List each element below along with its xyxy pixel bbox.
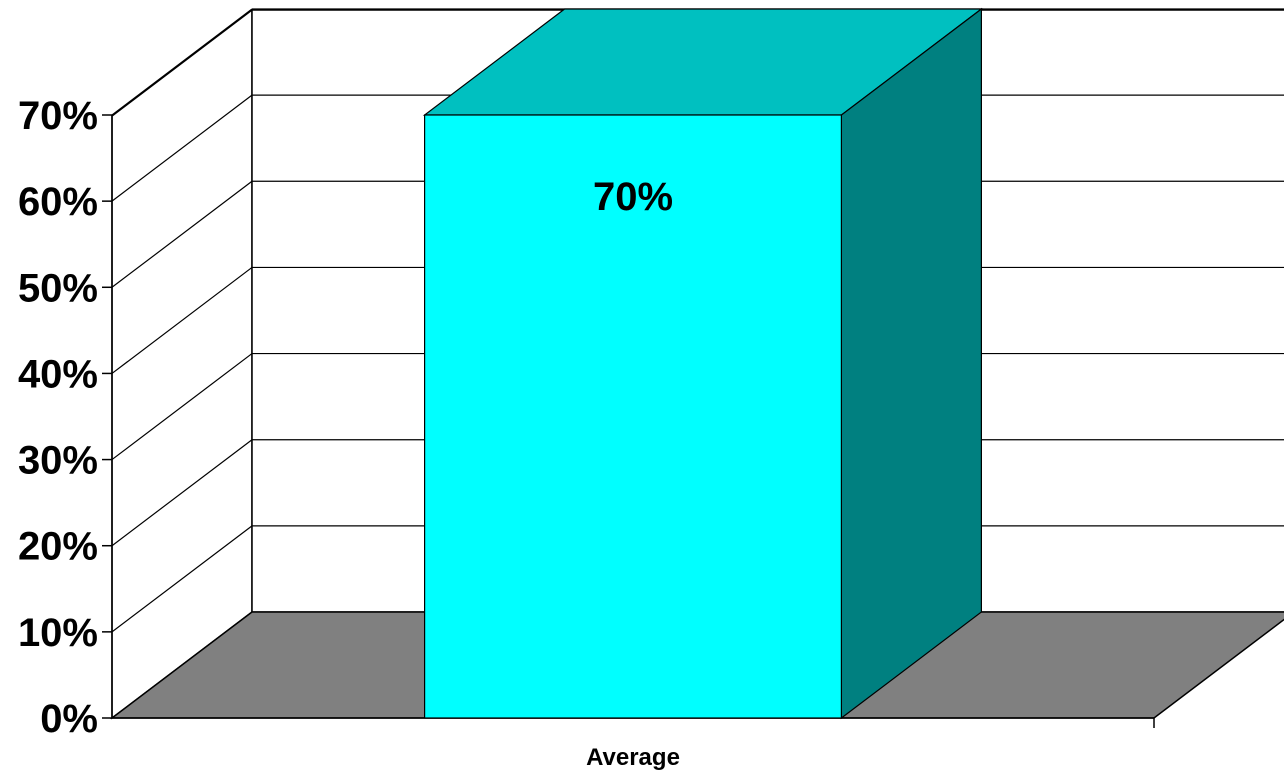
gridline-side-3 (111, 353, 253, 461)
bars: 70% (422, 7, 984, 720)
y-tick-label-0: 0% (40, 697, 98, 741)
gridline-side-4 (111, 266, 253, 374)
x-category-labels: Average (586, 744, 680, 771)
y-tick-label-6: 60% (18, 180, 98, 224)
gridline-side-7 (111, 8, 253, 116)
gridline-side-6 (111, 94, 253, 202)
y-tick-labels: 0% 10% 20% 30% 40% 50% 60% 70% (18, 94, 112, 741)
y-tick-label-5: 50% (18, 266, 98, 310)
y-tick-label-4: 40% (18, 352, 98, 396)
y-tick-label-3: 30% (18, 439, 98, 483)
x-category-label-0: Average (586, 744, 680, 771)
y-tick-label-1: 10% (18, 611, 98, 655)
gridline-side-5 (111, 180, 253, 288)
gridline-side-1 (111, 525, 253, 633)
gridline-side-2 (111, 439, 253, 547)
data-label-0: 70% (593, 175, 673, 219)
side-wall (111, 8, 253, 720)
y-tick-label-2: 20% (18, 525, 98, 569)
bar-side-0 (840, 7, 983, 720)
y-tick-label-7: 70% (18, 94, 98, 138)
bar-front-0 (424, 114, 842, 719)
